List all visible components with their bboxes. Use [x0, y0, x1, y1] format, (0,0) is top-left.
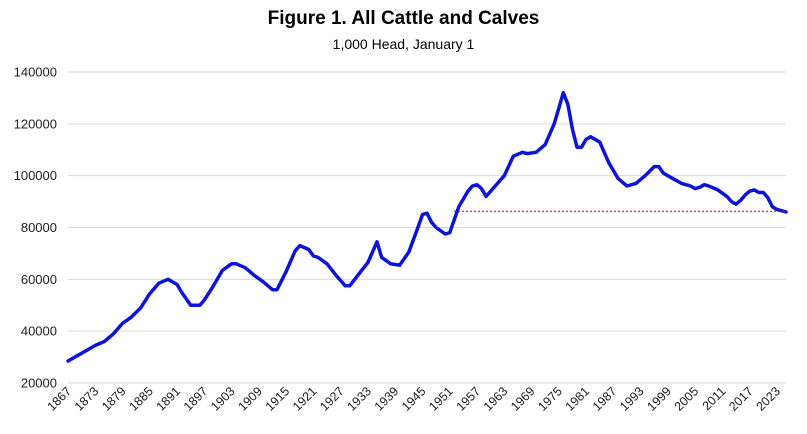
- cattle-series-line: [66, 90, 788, 363]
- series-lines: [66, 90, 788, 363]
- gridlines: [68, 71, 786, 384]
- x-tick-label: 1951: [426, 384, 456, 414]
- x-tick-label: 1999: [644, 384, 674, 414]
- x-tick-label: 2017: [726, 384, 756, 414]
- y-tick-label: 140000: [14, 65, 57, 80]
- y-axis-ticks: 140000 120000 100000 80000 60000 40000 20000: [14, 65, 57, 391]
- x-tick-label: 1873: [72, 384, 102, 414]
- x-tick-label: 1933: [344, 384, 374, 414]
- x-tick-label: 1969: [508, 384, 538, 414]
- x-tick-label: 1879: [99, 384, 129, 414]
- x-tick-label: 1963: [481, 384, 511, 414]
- x-tick-label: 1909: [235, 384, 265, 414]
- y-tick-label: 120000: [14, 116, 57, 131]
- x-tick-label: 1927: [317, 384, 347, 414]
- x-tick-label: 1957: [454, 384, 484, 414]
- y-tick-label: 60000: [21, 272, 57, 287]
- x-tick-label: 1897: [181, 384, 211, 414]
- x-tick-label: 1975: [535, 384, 565, 414]
- chart-title: Figure 1. All Cattle and Calves: [267, 8, 540, 29]
- x-tick-label: 1903: [208, 384, 238, 414]
- x-tick-label: 2011: [700, 384, 729, 413]
- x-axis-ticks: 1867187318791885189118971903190919151921…: [45, 384, 784, 414]
- x-tick-label: 1981: [563, 384, 593, 414]
- x-tick-label: 1891: [154, 384, 184, 414]
- x-tick-label: 1939: [372, 384, 402, 414]
- y-tick-label: 100000: [14, 168, 57, 183]
- x-tick-label: 1993: [617, 384, 647, 414]
- x-tick-label: 1885: [126, 384, 156, 414]
- chart-subtitle: 1,000 Head, January 1: [332, 36, 475, 52]
- x-tick-label: 1987: [590, 384, 620, 414]
- y-tick-label: 20000: [21, 376, 57, 391]
- x-tick-label: 1915: [263, 384, 293, 414]
- y-tick-label: 80000: [21, 220, 57, 235]
- x-tick-label: 2005: [672, 384, 702, 414]
- x-tick-label: 1945: [399, 384, 429, 414]
- x-tick-label: 2023: [753, 384, 783, 414]
- x-tick-label: 1921: [290, 384, 320, 414]
- y-tick-label: 40000: [21, 324, 57, 339]
